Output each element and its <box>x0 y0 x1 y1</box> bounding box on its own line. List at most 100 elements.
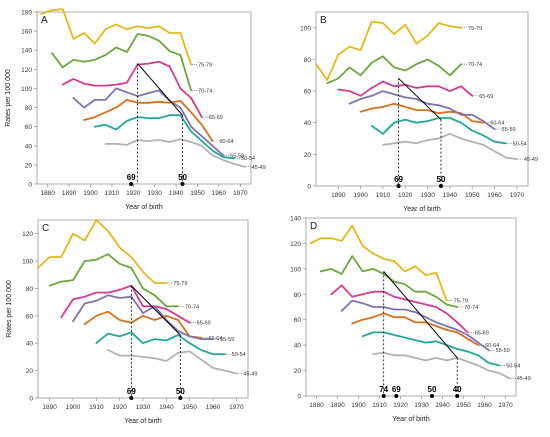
x-tick-label: 1930 <box>420 192 435 199</box>
y-tick-label: 60 <box>294 317 302 324</box>
x-tick-label: 1960 <box>487 192 502 199</box>
y-tick-label: 20 <box>304 152 312 159</box>
y-tick-label: 0 <box>297 394 301 401</box>
x-tick-label: 1900 <box>83 190 98 197</box>
cohort-label: 50 <box>428 385 437 394</box>
series-line-45-49 <box>107 349 238 375</box>
series-line-60-64 <box>359 102 485 124</box>
x-tick-label: 1910 <box>105 190 120 197</box>
series-line-60-64 <box>351 312 480 347</box>
cohort-marker-dot <box>381 394 386 398</box>
y-tick-label: 0 <box>29 396 33 403</box>
y-tick-label: 100 <box>22 259 33 266</box>
series-line-70-74 <box>326 55 463 85</box>
plot-frame <box>315 11 529 187</box>
series-label: 50-54 <box>232 352 246 358</box>
cohort-label: 69 <box>127 173 136 182</box>
y-tick-label: 40 <box>304 120 312 127</box>
series-label: 50-54 <box>506 363 520 369</box>
series-line-65-69 <box>330 284 469 334</box>
x-tick-label: 1920 <box>393 402 408 409</box>
panel-b: B 0 20 40 60 80 100 1890 1900 1910 1920 1930 1940 195… <box>300 11 538 213</box>
y-tick-label: 60 <box>304 89 312 96</box>
cohort-marker-dot <box>180 182 185 186</box>
series-line-50-54 <box>361 331 501 367</box>
x-tick-label: 1950 <box>182 404 197 411</box>
y-tick-label: 40 <box>26 341 34 348</box>
x-tick-label: 1970 <box>510 192 525 199</box>
panel-c: C 0 20 40 60 80 100 120 1890 1900 1910 1920 1930 1940… <box>6 219 257 425</box>
series-line-75-79 <box>37 219 168 284</box>
x-tick-label: 1880 <box>40 190 55 197</box>
y-tick-label: 120 <box>290 241 301 248</box>
cohort-label: 74 <box>379 385 388 394</box>
series-label: 70-74 <box>185 304 199 310</box>
y-tick-label: 40 <box>25 143 33 150</box>
series-label: 50-54 <box>513 141 527 147</box>
series-label: 45-49 <box>524 157 538 163</box>
x-tick-label: 1970 <box>233 190 248 197</box>
y-axis-title: Rates per 100 000 <box>5 69 12 127</box>
cohort-marker-dot <box>438 184 443 188</box>
panel-a: A 0 20 40 60 80 100 120 140 160 180 1880 1890 1900 191… <box>5 8 266 211</box>
series-line-65-69 <box>60 284 191 324</box>
x-axis-title: Year of birth <box>403 206 441 213</box>
series-line-55-59 <box>72 294 214 341</box>
x-tick-label: 1970 <box>229 404 244 411</box>
x-tick-label: 1960 <box>206 404 221 411</box>
x-tick-label: 1930 <box>136 404 151 411</box>
y-tick-label: 60 <box>26 313 34 320</box>
cohort-trend-line <box>398 78 442 120</box>
cohort-marker-dot <box>178 396 183 400</box>
series-label: 60-64 <box>485 343 499 349</box>
series-line-75-79 <box>40 8 193 66</box>
x-tick-label: 1930 <box>147 190 162 197</box>
series-line-45-49 <box>372 351 511 380</box>
series-line-50-54 <box>93 114 235 160</box>
x-tick-label: 1910 <box>89 404 104 411</box>
cohort-trend-line <box>130 285 181 336</box>
x-tick-label: 1950 <box>190 190 205 197</box>
series-line-50-54 <box>95 331 226 356</box>
panel-label: D <box>310 221 317 232</box>
x-tick-label: 1910 <box>372 402 387 409</box>
y-tick-label: 160 <box>21 29 32 36</box>
series-line-70-74 <box>319 255 459 308</box>
x-tick-label: 1970 <box>498 402 513 409</box>
y-tick-label: 140 <box>290 216 301 223</box>
y-tick-label: 0 <box>28 182 32 189</box>
cohort-label: 40 <box>453 385 462 394</box>
cohort-marker-dot <box>394 394 399 398</box>
x-tick-label: 1940 <box>443 192 458 199</box>
x-tick-label: 1890 <box>42 404 57 411</box>
series-label: 70-74 <box>468 62 482 68</box>
series-label: 45-49 <box>517 376 531 382</box>
series-line-65-69 <box>61 60 203 118</box>
series-label: 50-54 <box>241 156 255 162</box>
panel-label: A <box>41 15 48 26</box>
y-tick-label: 20 <box>294 368 302 375</box>
series-label: 60-64 <box>219 139 233 145</box>
panel-label: C <box>42 223 49 234</box>
plot-frame <box>305 217 517 397</box>
series-line-65-69 <box>337 80 474 97</box>
y-tick-label: 80 <box>294 292 302 299</box>
series-label: 55-59 <box>502 127 516 133</box>
series-line-60-64 <box>83 310 203 339</box>
series-label: 60-64 <box>208 336 222 342</box>
cohort-label: 69 <box>394 175 403 184</box>
x-axis-title: Year of birth <box>125 204 163 211</box>
y-tick-label: 100 <box>300 25 311 32</box>
x-tick-label: 1960 <box>477 402 492 409</box>
panel-d: D 0 20 40 60 80 100 120 140 1880 1890 1900 1910 1920 1… <box>290 216 531 424</box>
cohort-marker-dot <box>129 396 134 400</box>
series-label: 60-64 <box>490 121 504 127</box>
series-label: 45-49 <box>252 165 266 171</box>
x-tick-label: 1900 <box>66 404 81 411</box>
cohort-trend-line <box>383 271 458 359</box>
series-line-55-59 <box>340 299 490 352</box>
y-tick-label: 80 <box>25 105 33 112</box>
cohort-label: 69 <box>392 385 401 394</box>
series-label: 65-69 <box>197 321 211 327</box>
y-tick-label: 180 <box>21 10 32 17</box>
